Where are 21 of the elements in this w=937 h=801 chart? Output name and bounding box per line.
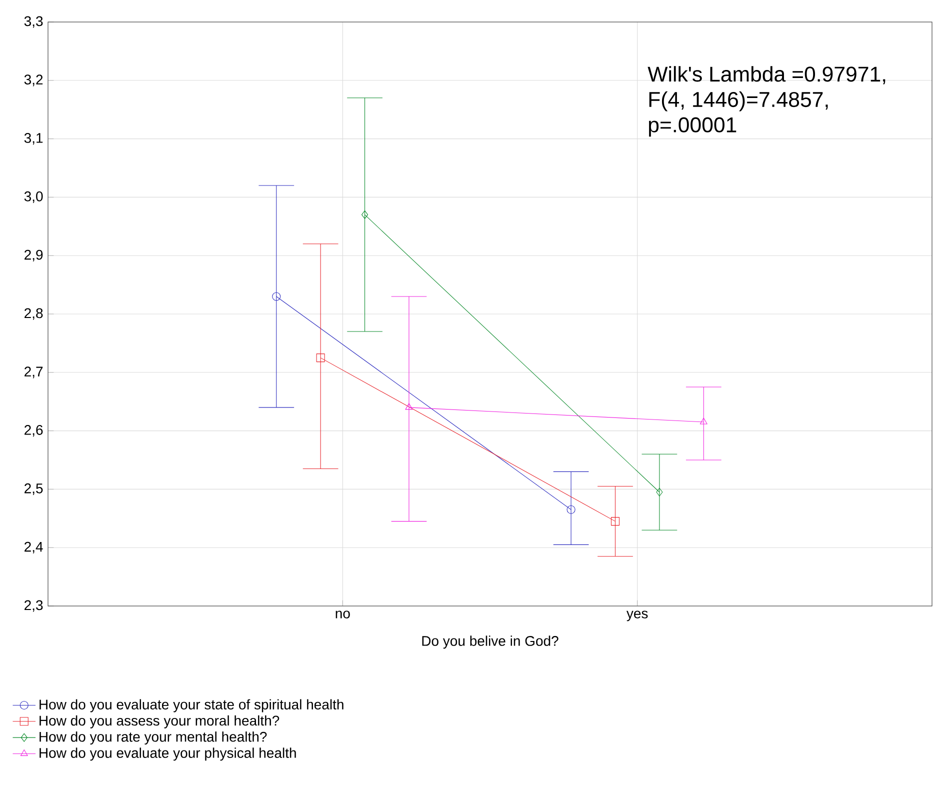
x-tick-label: yes	[626, 610, 648, 622]
annotation: Wilk's Lambda =0.97971,	[648, 66, 886, 84]
y-tick-label: 3,0	[24, 191, 43, 203]
legend-label: How do you evaluate your state of spiritual health	[40, 699, 344, 712]
y-tick-label: 2,3	[24, 600, 43, 612]
y-tick-label: 2,6	[24, 425, 43, 437]
legend-label: How do you rate your mental health?	[40, 731, 267, 745]
y-tick-label: 3,1	[24, 133, 43, 145]
y-tick-label: 3,2	[24, 74, 43, 86]
legend-label: How do you evaluate your physical health	[40, 748, 296, 761]
annotation: p=.00001	[649, 117, 736, 137]
y-tick-label: 2,8	[24, 308, 43, 320]
x-axis-title: Do you belive in God?	[422, 636, 558, 649]
y-tick-label: 2,4	[24, 542, 43, 554]
y-tick-label: 2,7	[24, 366, 43, 378]
x-tick-label: no	[336, 610, 350, 618]
annotation: F(4, 1446)=7.4857,	[649, 91, 828, 112]
y-tick-label: 2,9	[24, 250, 43, 262]
y-tick-label: 3,3	[24, 16, 43, 28]
legend-label: How do you assess your moral health?	[40, 715, 280, 728]
y-tick-label: 2,5	[24, 483, 43, 495]
